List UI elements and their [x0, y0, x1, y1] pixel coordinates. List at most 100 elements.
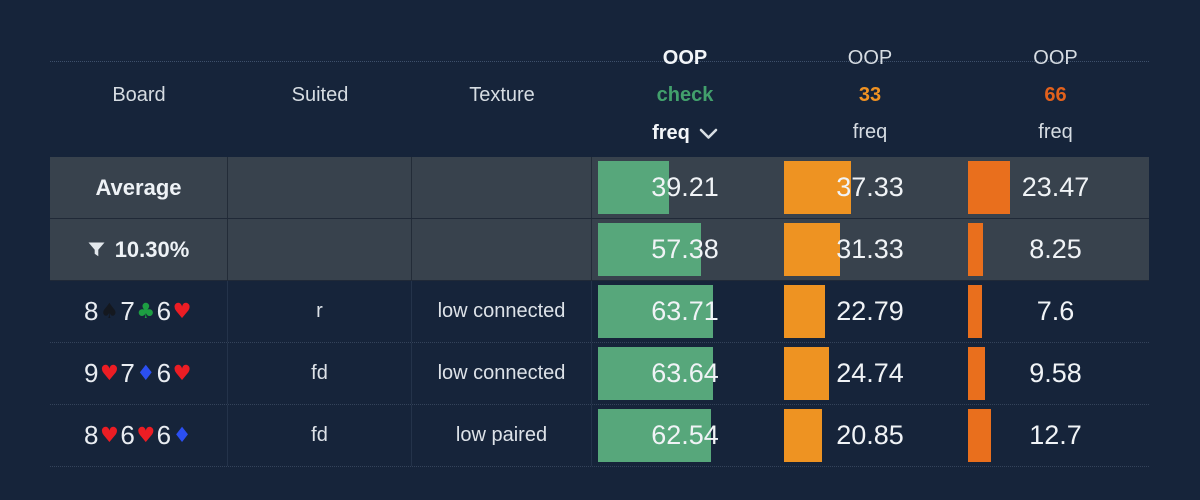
bet33-frequency-bar	[784, 347, 829, 400]
check-frequency-value: 57.38	[651, 234, 719, 264]
check-frequency-bar	[598, 223, 702, 276]
column-header-label: Texture	[469, 84, 535, 106]
column-header-position: OOP	[1033, 47, 1078, 69]
column-header-board[interactable]: Board	[50, 0, 228, 157]
filtered-summary-row-board-cell: 10.30%	[50, 219, 228, 280]
card-rank: 9	[84, 358, 100, 388]
filter-funnel-icon[interactable]	[88, 237, 105, 263]
check-frequency-bar	[598, 161, 669, 214]
heart-suit-icon: ♥	[100, 361, 120, 385]
average-row-board-cell: Average	[50, 157, 228, 218]
filtered-summary-row-check-cell: 57.38	[592, 219, 778, 280]
board-row-1[interactable]: 8 ♠ 7 ♣ 6 ♥ r low connected 63.71 22.79 7.6	[50, 281, 1149, 343]
card-rank: 7	[120, 358, 136, 388]
texture-value: low paired	[455, 424, 548, 446]
board-row-3-suited-cell: fd	[228, 405, 412, 466]
card-rank: 6	[156, 420, 172, 450]
average-row-label: Average	[95, 175, 181, 201]
column-header-freq: freq	[1038, 114, 1072, 151]
bet33-frequency-value: 22.79	[836, 296, 904, 326]
bet33-frequency-value: 37.33	[836, 172, 904, 202]
suited-value: fd	[311, 424, 328, 446]
column-header-action: check	[656, 84, 714, 106]
board-row-2-suited-cell: fd	[228, 343, 412, 404]
club-suit-icon: ♣	[136, 299, 156, 323]
card-rank: 6	[156, 358, 172, 388]
check-frequency-bar	[598, 285, 713, 338]
table-header-row: Board Suited Texture OOP check freq OOP 33 freq O…	[50, 0, 1149, 157]
board-row-1-bet66-cell: 7.6	[962, 281, 1149, 342]
bet66-frequency-value: 9.58	[1029, 358, 1082, 388]
diamond-suit-icon: ♦	[136, 361, 156, 385]
check-frequency-bar	[598, 347, 713, 400]
heart-suit-icon: ♥	[172, 299, 192, 323]
column-header-position: OOP	[847, 47, 893, 69]
column-header-action: 66	[1044, 84, 1067, 106]
board-row-2-board-cell: 9 ♥ 7 ♦ 6 ♥	[50, 343, 228, 404]
average-row-check-cell: 39.21	[592, 157, 778, 218]
bet66-frequency-value: 23.47	[1021, 172, 1090, 202]
column-header-freq: freq	[652, 114, 718, 153]
check-frequency-value: 63.71	[651, 296, 719, 326]
bet33-frequency-value: 31.33	[836, 234, 904, 264]
filter-percentage-label: 10.30%	[88, 237, 189, 263]
check-frequency-value: 63.64	[651, 358, 719, 388]
bet66-frequency-value: 8.25	[1029, 234, 1082, 264]
check-frequency-value: 62.54	[651, 420, 719, 450]
board-row-3-board-cell: 8 ♥ 6 ♥ 6 ♦	[50, 405, 228, 466]
board-row-1-suited-cell: r	[228, 281, 412, 342]
board-row-1-check-cell: 63.71	[592, 281, 778, 342]
column-header-label: Board	[112, 84, 166, 106]
board-row-2[interactable]: 9 ♥ 7 ♦ 6 ♥ fd low connected 63.64 24.74 9.58	[50, 343, 1149, 405]
column-header-freq-label: freq	[1038, 121, 1073, 143]
bet66-frequency-bar	[968, 409, 991, 462]
board-row-2-texture-cell: low connected	[412, 343, 592, 404]
bet33-frequency-bar	[784, 161, 852, 214]
board-cards: 8 ♠ 7 ♣ 6 ♥	[84, 296, 193, 327]
board-row-1-board-cell: 8 ♠ 7 ♣ 6 ♥	[50, 281, 228, 342]
bet66-frequency-bar	[968, 285, 982, 338]
bet33-frequency-bar	[784, 409, 822, 462]
bet33-frequency-value: 24.74	[836, 358, 904, 388]
board-cards: 9 ♥ 7 ♦ 6 ♥	[84, 358, 193, 389]
board-row-2-bet66-cell: 9.58	[962, 343, 1149, 404]
table-body: Average 39.21 37.33 23.47 10.30% 57.38 31.33 8.…	[50, 157, 1149, 467]
column-header-freq: freq	[853, 114, 887, 151]
column-header-action: 33	[858, 84, 882, 106]
texture-value: low connected	[437, 362, 566, 384]
column-header-bet66[interactable]: OOP 66 freq	[962, 0, 1149, 157]
column-header-suited[interactable]: Suited	[228, 0, 412, 157]
check-frequency-bar	[598, 409, 711, 462]
average-row[interactable]: Average 39.21 37.33 23.47	[50, 157, 1149, 219]
board-row-3-bet66-cell: 12.7	[962, 405, 1149, 466]
column-header-freq-label: freq	[852, 121, 888, 143]
board-row-1-texture-cell: low connected	[412, 281, 592, 342]
card-rank: 6	[120, 420, 136, 450]
average-row-texture-cell	[412, 157, 592, 218]
column-header-freq-label: freq	[652, 122, 690, 144]
board-row-3[interactable]: 8 ♥ 6 ♥ 6 ♦ fd low paired 62.54 20.85 12.7	[50, 405, 1149, 467]
filtered-summary-row-texture-cell	[412, 219, 592, 280]
bet66-frequency-bar	[968, 161, 1011, 214]
board-row-2-check-cell: 63.64	[592, 343, 778, 404]
board-row-3-bet33-cell: 20.85	[778, 405, 962, 466]
header-divider	[50, 61, 1149, 62]
board-row-2-bet33-cell: 24.74	[778, 343, 962, 404]
board-row-3-check-cell: 62.54	[592, 405, 778, 466]
column-header-position: OOP	[662, 47, 708, 69]
average-row-bet33-cell: 37.33	[778, 157, 962, 218]
column-header-texture[interactable]: Texture	[412, 0, 592, 157]
bet33-frequency-bar	[784, 285, 825, 338]
card-rank: 8	[84, 420, 100, 450]
column-header-check[interactable]: OOP check freq	[592, 0, 778, 157]
spade-suit-icon: ♠	[100, 299, 120, 323]
average-row-bet66-cell: 23.47	[962, 157, 1149, 218]
chevron-down-icon[interactable]	[699, 116, 718, 153]
suited-value: fd	[311, 362, 328, 384]
heart-suit-icon: ♥	[100, 423, 120, 447]
filtered-summary-row[interactable]: 10.30% 57.38 31.33 8.25	[50, 219, 1149, 281]
card-rank: 7	[120, 296, 136, 326]
column-header-bet33[interactable]: OOP 33 freq	[778, 0, 962, 157]
bet33-frequency-bar	[784, 223, 841, 276]
